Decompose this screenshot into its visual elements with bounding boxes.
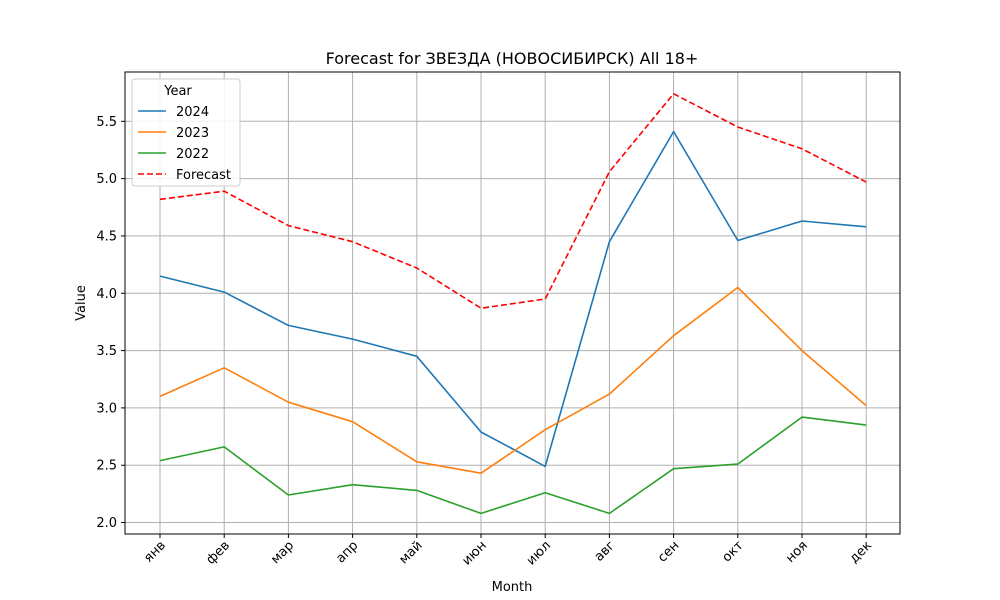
y-tick-label: 4.5 bbox=[96, 229, 117, 244]
y-tick-label: 5.5 bbox=[96, 115, 117, 130]
x-tick-label: окт bbox=[719, 538, 746, 565]
series-line-2022 bbox=[159, 416, 867, 515]
x-tick-label: авг bbox=[592, 538, 619, 565]
legend: Year 2024 2023 2022 Forecast bbox=[131, 78, 241, 187]
x-tick-label: мар bbox=[268, 538, 297, 567]
series-line-2023 bbox=[159, 286, 867, 475]
y-tick-label: 3.0 bbox=[96, 401, 117, 416]
legend-label: Forecast bbox=[176, 168, 231, 183]
y-tick-label: 2.0 bbox=[96, 516, 117, 531]
chart-title: Forecast for ЗВЕЗДА (НОВОСИБИРСК) All 18… bbox=[326, 49, 699, 68]
x-tick-label: май bbox=[396, 538, 425, 567]
plot-frame bbox=[124, 71, 901, 535]
legend-title: Year bbox=[163, 84, 192, 99]
legend-label: 2023 bbox=[176, 126, 209, 141]
x-tick-label: янв bbox=[141, 538, 169, 566]
x-tick-label: фев bbox=[203, 538, 233, 568]
x-tick-label: сен bbox=[655, 538, 682, 565]
x-tick-label: дек bbox=[847, 538, 875, 566]
x-axis: янв фев мар апр май июн июл авг сен окт ноя дек bbox=[141, 534, 875, 569]
y-tick-label: 5.0 bbox=[96, 172, 117, 187]
x-axis-label: Month bbox=[492, 580, 533, 595]
legend-label: 2024 bbox=[176, 105, 209, 120]
x-tick-label: июн bbox=[459, 538, 489, 568]
y-tick-label: 3.5 bbox=[96, 344, 117, 359]
y-axis: 2.0 2.5 3.0 3.5 4.0 4.5 5.0 5.5 bbox=[96, 115, 125, 531]
series-lines bbox=[159, 93, 867, 515]
series-line-forecast bbox=[159, 93, 867, 310]
y-axis-label: Value bbox=[74, 285, 89, 321]
x-tick-label: июл bbox=[524, 538, 554, 568]
legend-label: 2022 bbox=[176, 147, 209, 162]
x-tick-label: ноя bbox=[783, 538, 811, 566]
legend-box bbox=[131, 78, 241, 187]
y-tick-label: 2.5 bbox=[96, 459, 117, 474]
series-line-2024 bbox=[159, 130, 867, 468]
y-tick-label: 4.0 bbox=[96, 287, 117, 302]
x-tick-label: апр bbox=[333, 538, 361, 566]
